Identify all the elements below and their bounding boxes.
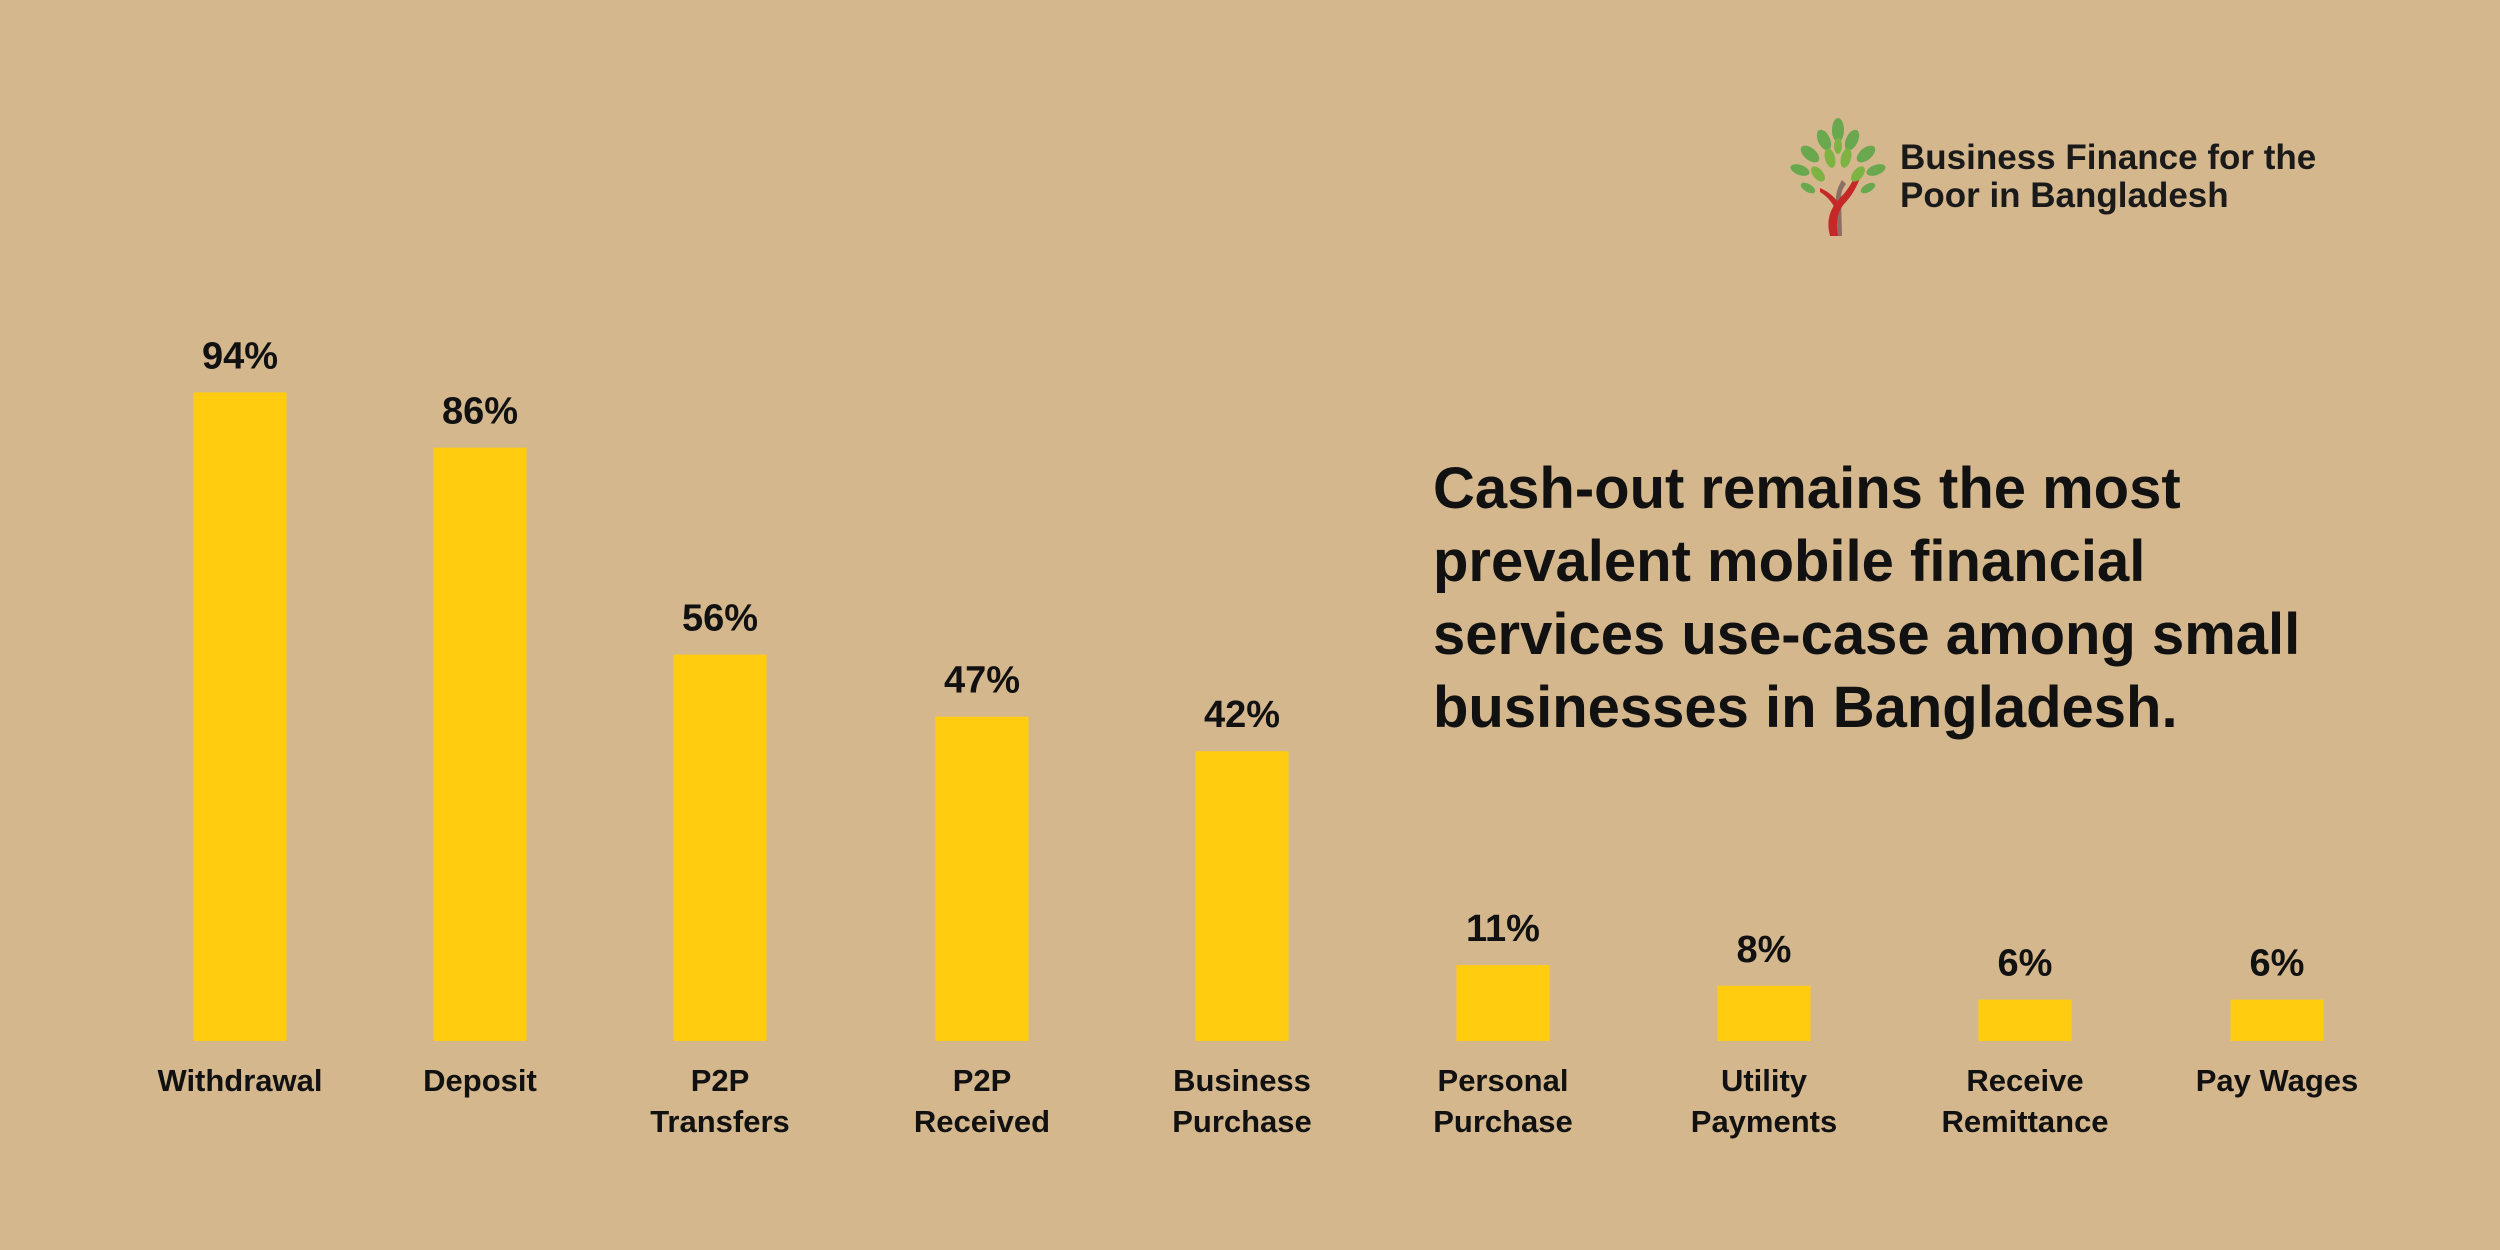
- category-label-6: Utility Payments: [1691, 1063, 1837, 1139]
- category-label-5: Personal Purchase: [1433, 1063, 1573, 1139]
- value-label-7: 6%: [1998, 943, 2053, 985]
- bar-7: [1978, 999, 2072, 1041]
- category-label-3: P2P Received: [914, 1063, 1050, 1139]
- bar-2: [673, 654, 767, 1041]
- value-label-4: 42%: [1204, 694, 1280, 736]
- bar-3: [935, 716, 1029, 1041]
- value-label-6: 8%: [1737, 929, 1792, 971]
- headline-line-2: prevalent mobile financial: [1433, 529, 2146, 594]
- category-label-0: Withdrawal: [157, 1063, 322, 1098]
- headline-line-3: services use-case among small: [1433, 602, 2301, 667]
- category-label-7: Receive Remittance: [1941, 1063, 2108, 1139]
- brand-line-1: Business Finance for the: [1900, 138, 2317, 177]
- bar-0: [193, 392, 287, 1041]
- value-label-3: 47%: [944, 660, 1020, 702]
- brand-line-2: Poor in Bangladesh: [1900, 176, 2229, 215]
- value-label-1: 86%: [442, 391, 518, 433]
- bar-1: [433, 447, 527, 1042]
- bar-5: [1456, 965, 1550, 1041]
- value-label-8: 6%: [2250, 943, 2305, 985]
- value-label-0: 94%: [202, 335, 278, 377]
- headline-line-4: businesses in Bangladesh.: [1433, 675, 2178, 740]
- value-label-2: 56%: [682, 598, 758, 640]
- category-label-1: Deposit: [423, 1063, 537, 1098]
- category-label-2: P2P Transfers: [650, 1063, 790, 1139]
- headline: Cash-out remains the most prevalent mobi…: [1433, 452, 2433, 744]
- headline-line-1: Cash-out remains the most: [1433, 456, 2181, 521]
- value-label-5: 11%: [1466, 908, 1540, 950]
- category-label-4: Business Purchase: [1172, 1063, 1312, 1139]
- brand-name: Business Finance for the Poor in Banglad…: [1900, 139, 2360, 215]
- category-label-8: Pay Wages: [2196, 1063, 2359, 1098]
- tree-icon: [1790, 118, 1886, 236]
- bar-8: [2230, 999, 2324, 1041]
- brand-logo: Business Finance for the Poor in Banglad…: [1790, 118, 2360, 236]
- bar-4: [1195, 751, 1289, 1041]
- bar-6: [1717, 985, 1811, 1041]
